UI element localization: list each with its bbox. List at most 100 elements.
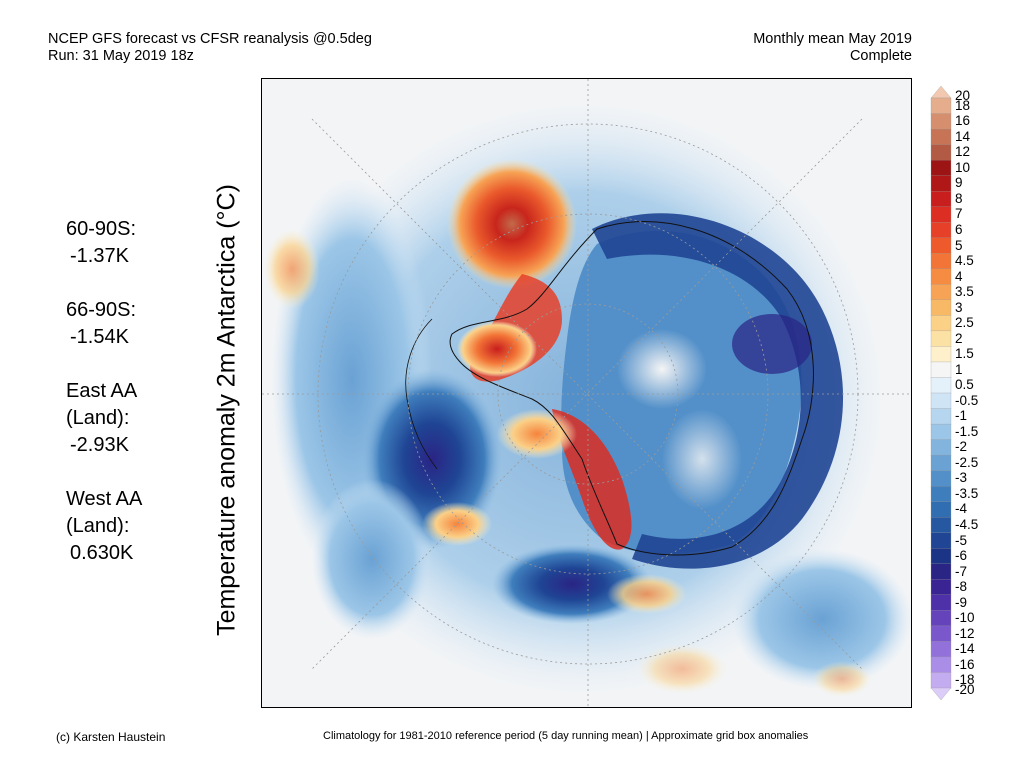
colorbar-label: 1	[955, 361, 963, 377]
colorbar-cell	[930, 346, 952, 363]
colorbar-label: 6	[955, 221, 963, 237]
stat-value: -2.93K	[70, 434, 129, 456]
colorbar-cell	[930, 656, 952, 674]
colorbar-label: 16	[955, 113, 971, 129]
colorbar-label: 8	[955, 190, 963, 206]
colorbar-label: -4.5	[955, 516, 979, 532]
colorbar-label: -12	[955, 625, 975, 641]
colorbar-cell	[930, 439, 952, 456]
colorbar-label: -14	[955, 641, 975, 657]
colorbar-cell	[930, 315, 952, 332]
colorbar-cell	[930, 299, 952, 316]
colorbar-cell	[930, 594, 952, 611]
colorbar-cell	[930, 470, 952, 487]
colorbar-label: -1.5	[955, 423, 979, 439]
colorbar-cell	[930, 377, 952, 394]
colorbar-label: 18	[955, 97, 971, 113]
colorbar-cell	[930, 486, 952, 503]
colorbar-cell	[930, 86, 952, 99]
colorbar-label: 5	[955, 237, 963, 253]
copyright: (c) Karsten Haustein	[56, 730, 166, 744]
colorbar-cell	[930, 144, 952, 161]
colorbar-cell	[930, 579, 952, 596]
stat-value: -1.37K	[70, 245, 129, 267]
colorbar	[930, 86, 952, 700]
stat-60-90s: 60-90S: -1.37K	[66, 216, 136, 270]
colorbar-label: -4	[955, 501, 968, 517]
colorbar-label: 14	[955, 128, 971, 144]
colorbar-label: 0.5	[955, 377, 974, 393]
colorbar-label: 7	[955, 206, 963, 222]
colorbar-cell	[930, 392, 952, 410]
colorbar-cell	[930, 113, 952, 130]
colorbar-cell	[930, 687, 952, 700]
colorbar-cell	[930, 159, 952, 177]
stat-label: West AA (Land):	[66, 488, 143, 537]
colorbar-cell	[930, 222, 952, 239]
colorbar-label: 4	[955, 268, 963, 284]
colorbar-cell	[930, 625, 952, 642]
colorbar-label: -10	[955, 610, 975, 626]
colorbar-label: -8	[955, 579, 968, 595]
colorbar-cell	[930, 253, 952, 270]
colorbar-label: 12	[955, 144, 971, 160]
period-info: Monthly mean May 2019 Complete	[753, 31, 912, 65]
colorbar-label: -18	[955, 672, 975, 688]
colorbar-cell	[930, 361, 952, 379]
colorbar-cell	[930, 284, 952, 301]
colorbar-label: -20	[955, 682, 975, 698]
period-title: Monthly mean May 2019	[753, 31, 912, 47]
colorbar-label: 3	[955, 299, 963, 315]
colorbar-label: 4.5	[955, 253, 974, 269]
colorbar-label: 20	[955, 87, 971, 103]
stat-value: 0.630K	[70, 542, 134, 564]
run-time: Run: 31 May 2019 18z	[48, 48, 194, 64]
colorbar-label: -16	[955, 656, 975, 672]
colorbar-cell	[930, 97, 952, 115]
colorbar-label: -6	[955, 548, 968, 564]
colorbar-cell	[930, 563, 952, 580]
colorbar-label: -3	[955, 470, 968, 486]
colorbar-label: -2.5	[955, 454, 979, 470]
stat-east-aa: East AA (Land): -2.93K	[66, 378, 137, 459]
stat-66-90s: 66-90S: -1.54K	[66, 297, 136, 351]
colorbar-cell	[930, 672, 952, 689]
colorbar-label: -0.5	[955, 392, 979, 408]
stat-label: 60-90S:	[66, 218, 137, 240]
colorbar-cell	[930, 408, 952, 425]
colorbar-label: -5	[955, 532, 968, 548]
colorbar-cell	[930, 641, 952, 658]
colorbar-cell	[930, 532, 952, 549]
colorbar-cell	[930, 191, 952, 208]
colorbar-cell	[930, 548, 952, 565]
colorbar-label: 2	[955, 330, 963, 346]
colorbar-label: -3.5	[955, 485, 979, 501]
colorbar-cell	[930, 454, 952, 472]
colorbar-cell	[930, 237, 952, 254]
colorbar-label: 2.5	[955, 315, 974, 331]
colorbar-label: 9	[955, 175, 963, 191]
colorbar-label: -2	[955, 439, 968, 455]
run-info: NCEP GFS forecast vs CFSR reanalysis @0.…	[48, 31, 372, 65]
colorbar-label: -1	[955, 408, 968, 424]
period-status: Complete	[849, 48, 912, 64]
colorbar-cell	[930, 423, 952, 441]
stat-label: East AA (Land):	[66, 380, 138, 429]
anomaly-map-canvas	[262, 79, 911, 707]
colorbar-label: -9	[955, 594, 968, 610]
colorbar-cell	[930, 206, 952, 223]
colorbar-cell	[930, 268, 952, 285]
anomaly-map	[261, 78, 912, 708]
colorbar-label: 10	[955, 159, 971, 175]
colorbar-label: 1.5	[955, 346, 974, 362]
colorbar-cell	[930, 330, 952, 347]
colorbar-cell	[930, 517, 952, 534]
colorbar-cell	[930, 175, 952, 192]
colorbar-cell	[930, 501, 952, 518]
colorbar-label: -7	[955, 563, 968, 579]
stat-label: 66-90S:	[66, 299, 137, 321]
colorbar-label: 3.5	[955, 284, 974, 300]
colorbar-cell	[930, 128, 952, 146]
climatology-note: Climatology for 1981-2010 reference peri…	[323, 730, 809, 742]
model-title: NCEP GFS forecast vs CFSR reanalysis @0.…	[48, 31, 372, 47]
